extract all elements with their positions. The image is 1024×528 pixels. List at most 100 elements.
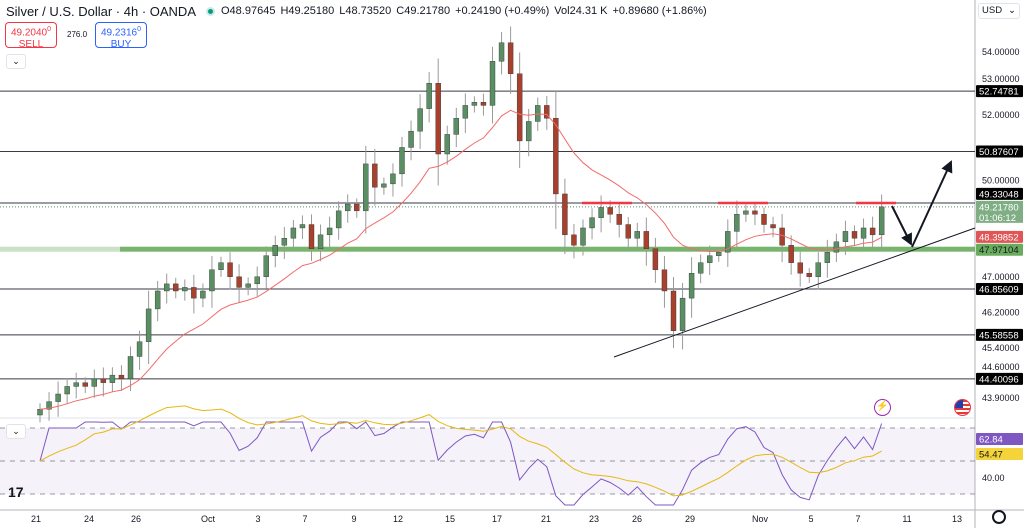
price-tick-label: 53.00000 [982, 74, 1020, 84]
candle [752, 210, 758, 215]
candle [688, 273, 695, 299]
chevron-down-icon: ⌄ [1008, 5, 1016, 16]
candle [245, 283, 251, 288]
candle [109, 374, 116, 383]
level-price-tag: 50.87607 [979, 147, 1019, 158]
market-open-icon [206, 6, 215, 16]
sell-label: SELL [18, 39, 44, 51]
price-tick-label: 54.00000 [982, 47, 1020, 57]
sell-button[interactable]: 49.20400 SELL [5, 22, 57, 51]
support-band-faded [0, 246, 120, 252]
moving-average-line [39, 109, 882, 410]
us-flag-icon[interactable] [954, 399, 971, 416]
candle [100, 378, 107, 383]
buy-label: BUY [110, 39, 132, 51]
candle [833, 241, 840, 253]
candle [797, 262, 803, 274]
level-price-tag: 45.58558 [979, 330, 1019, 341]
level-price-tag-bg [976, 328, 1023, 341]
currency-label: USD [982, 5, 1003, 16]
candle [426, 83, 432, 109]
candle [471, 102, 478, 106]
level-price-tag: 49.33048 [979, 189, 1019, 200]
candle [562, 193, 568, 236]
candle [263, 255, 269, 277]
candle [489, 61, 496, 106]
volume-change: +0.89680 (+1.86%) [612, 5, 707, 17]
candle [317, 234, 324, 249]
rsi-value-tag-bg [976, 433, 1023, 445]
tradingview-logo: 17 [8, 484, 24, 500]
bar-countdown: 01:06:12 [979, 213, 1016, 224]
time-tick-label: 11 [902, 514, 911, 524]
time-tick-label: 23 [589, 514, 599, 524]
sell-price: 49.2040 [10, 27, 48, 39]
candle [679, 297, 686, 331]
lightning-event-icon[interactable]: ⚡ [874, 399, 891, 416]
candle [200, 290, 206, 299]
candle [598, 207, 604, 218]
level-price-tag: 44.40096 [979, 374, 1019, 385]
candle [354, 203, 360, 212]
candle [209, 269, 215, 292]
candle [842, 231, 849, 242]
settings-icon[interactable] [992, 510, 1006, 524]
candle [806, 273, 812, 277]
time-tick-label: 3 [255, 514, 260, 524]
candle [299, 224, 306, 229]
trendline [613, 227, 976, 358]
candle [652, 248, 659, 270]
candle [716, 251, 722, 256]
candle [37, 409, 43, 416]
candle [381, 183, 387, 188]
ohlc-high: H49.25180 [280, 5, 335, 17]
time-tick-label: 26 [131, 514, 141, 524]
candle [281, 238, 288, 246]
collapse-legend-button[interactable]: ⌄ [6, 54, 26, 69]
candle [743, 210, 749, 215]
candle [634, 231, 640, 239]
time-tick-label: 13 [952, 514, 962, 524]
level-price-tag-bg [976, 372, 1023, 385]
candle [453, 118, 459, 135]
candle [372, 163, 378, 188]
buy-button[interactable]: 49.23160 BUY [95, 22, 147, 51]
level-price-tag-bg [976, 145, 1023, 158]
rsi-line [39, 421, 883, 506]
price-tick-label: 43.90000 [982, 393, 1020, 403]
currency-select[interactable]: USD ⌄ [978, 3, 1020, 19]
symbol-title[interactable]: Silver / U.S. Dollar · 4h · OANDA [6, 3, 196, 19]
candle [91, 378, 98, 387]
rsi-ma-line [39, 405, 882, 497]
candle [616, 214, 622, 225]
candle [444, 134, 450, 155]
price-tick-label: 45.40000 [982, 343, 1020, 353]
candle [498, 42, 505, 62]
collapse-rsi-button[interactable]: ⌄ [6, 424, 26, 439]
price-tick-label: 47.00000 [982, 272, 1020, 282]
candle [815, 262, 821, 277]
candle [82, 382, 88, 387]
candle [136, 341, 143, 357]
time-tick-label: 26 [632, 514, 642, 524]
candle [462, 105, 469, 119]
level-price-tag-bg [976, 187, 1023, 200]
time-tick-label: Oct [201, 514, 216, 524]
price-tick-label: 52.00000 [982, 110, 1020, 120]
candle [218, 262, 224, 270]
time-tick-label: 21 [541, 514, 551, 524]
time-tick-label: 24 [84, 514, 94, 524]
time-tick-label: 15 [445, 514, 455, 524]
candle [399, 147, 405, 175]
candle [163, 283, 170, 292]
candle [779, 227, 785, 246]
ohlc-change: +0.24190 (+0.49%) [455, 5, 550, 17]
candle [408, 130, 414, 148]
candle [182, 287, 188, 292]
candle [580, 227, 586, 246]
candle [363, 163, 369, 212]
candle [272, 245, 278, 256]
candle [326, 227, 333, 236]
candle [860, 227, 867, 239]
